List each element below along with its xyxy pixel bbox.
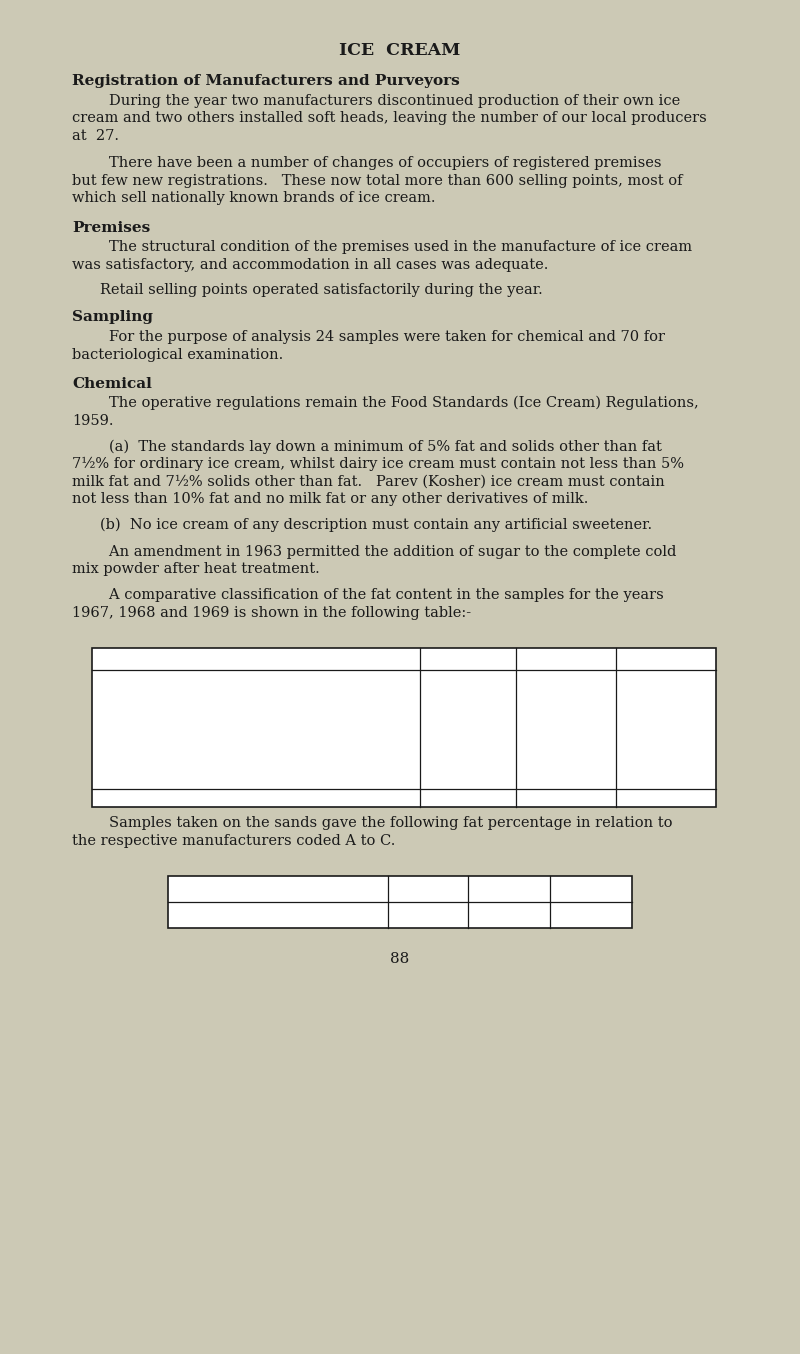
Text: 2: 2 <box>662 741 670 753</box>
Text: Classification of Fat Content %: Classification of Fat Content % <box>152 653 360 666</box>
Text: 2: 2 <box>662 689 670 703</box>
Text: The structural condition of the premises used in the manufacture of ice cream: The structural condition of the premises… <box>72 240 692 255</box>
Text: bacteriological examination.: bacteriological examination. <box>72 348 283 362</box>
Text: 5: 5 <box>662 757 670 770</box>
Text: Per cent fat  ..     ..: Per cent fat .. .. <box>176 909 301 922</box>
Text: 24: 24 <box>558 792 574 804</box>
Text: For the purpose of analysis 24 samples were taken for chemical and 70 for: For the purpose of analysis 24 samples w… <box>72 330 665 344</box>
Text: Samples taken on the sands gave the following fat percentage in relation to: Samples taken on the sands gave the foll… <box>72 816 673 830</box>
Text: 3: 3 <box>662 723 670 737</box>
Text: 3: 3 <box>464 723 472 737</box>
Text: A: A <box>423 883 433 896</box>
Text: ..: .. <box>385 672 394 685</box>
Text: Over 10: Over 10 <box>100 774 154 787</box>
Text: milk fat and 7½% solids other than fat.   Parev (Kosher) ice cream must contain: milk fat and 7½% solids other than fat. … <box>72 474 665 489</box>
Text: Below  7..: Below 7.. <box>197 707 263 719</box>
Text: —: — <box>462 672 474 685</box>
Text: 5: 5 <box>464 757 472 770</box>
Text: A comparative classification of the fat content in the samples for the years: A comparative classification of the fat … <box>72 588 664 603</box>
Text: Chemical: Chemical <box>72 376 152 391</box>
Text: 6: 6 <box>662 707 670 719</box>
Text: not less than 10% fat and no milk fat or any other derivatives of milk.: not less than 10% fat and no milk fat or… <box>72 492 588 506</box>
Text: the respective manufacturers coded A to C.: the respective manufacturers coded A to … <box>72 834 395 848</box>
Text: B: B <box>504 883 514 896</box>
Text: mix powder after heat treatment.: mix powder after heat treatment. <box>72 562 320 577</box>
Text: 9·7: 9·7 <box>580 909 602 922</box>
Text: Over 6: Over 6 <box>100 707 146 719</box>
Text: 7½% for ordinary ice cream, whilst dairy ice cream must contain not less than 5%: 7½% for ordinary ice cream, whilst dairy… <box>72 456 684 471</box>
Text: ICE  CREAM: ICE CREAM <box>339 42 461 60</box>
Text: ..: .. <box>385 741 394 753</box>
Text: 9·3: 9·3 <box>498 909 520 922</box>
Text: 6: 6 <box>562 757 570 770</box>
Text: ..: .. <box>385 707 394 719</box>
Text: Registration of Manufacturers and Purveyors: Registration of Manufacturers and Purvey… <box>72 74 460 88</box>
Text: Over 7: Over 7 <box>100 723 146 737</box>
Text: cream and two others installed soft heads, leaving the number of our local produ: cream and two others installed soft head… <box>72 111 706 125</box>
Text: 3: 3 <box>464 689 472 703</box>
Text: ..: .. <box>385 723 394 737</box>
Text: 6: 6 <box>662 774 670 787</box>
Text: ..: .. <box>385 689 394 703</box>
Text: Over 9: Over 9 <box>100 757 146 770</box>
Bar <box>92 649 716 807</box>
Text: 3: 3 <box>562 741 570 753</box>
Text: ..: .. <box>385 757 394 770</box>
Text: (b)  No ice cream of any description must contain any artificial sweetener.: (b) No ice cream of any description must… <box>100 517 652 532</box>
Text: The operative regulations remain the Food Standards (Ice Cream) Regulations,: The operative regulations remain the Foo… <box>72 397 698 410</box>
Text: 3: 3 <box>464 774 472 787</box>
Text: C: C <box>586 883 596 896</box>
Text: 11: 11 <box>558 774 574 787</box>
Text: 24: 24 <box>460 792 476 804</box>
Text: —: — <box>659 672 673 685</box>
Text: 1967: 1967 <box>451 653 485 666</box>
Text: 1959.: 1959. <box>72 414 114 428</box>
Text: During the year two manufacturers discontinued production of their own ice: During the year two manufacturers discon… <box>72 93 680 107</box>
Text: Retail selling points operated satisfactorily during the year.: Retail selling points operated satisfact… <box>100 283 542 297</box>
Text: Below 10..: Below 10.. <box>197 757 267 770</box>
Text: An amendment in 1963 permitted the addition of sugar to the complete cold: An amendment in 1963 permitted the addit… <box>72 546 676 559</box>
Text: —: — <box>559 672 573 685</box>
Text: Below  9..: Below 9.. <box>197 741 263 753</box>
Text: 1967, 1968 and 1969 is shown in the following table:-: 1967, 1968 and 1969 is shown in the foll… <box>72 605 471 620</box>
Text: Below  8..: Below 8.. <box>197 723 263 737</box>
Text: 24: 24 <box>658 792 674 804</box>
Text: There have been a number of changes of occupiers of registered premises: There have been a number of changes of o… <box>72 156 662 171</box>
Text: 1: 1 <box>562 707 570 719</box>
Text: which sell nationally known brands of ice cream.: which sell nationally known brands of ic… <box>72 191 435 204</box>
Text: Over 8: Over 8 <box>100 741 145 753</box>
Text: but few new registrations.   These now total more than 600 selling points, most : but few new registrations. These now tot… <box>72 173 682 187</box>
Text: 8·3: 8·3 <box>418 909 438 922</box>
Text: Over 5: Over 5 <box>100 689 145 703</box>
Text: Sampling: Sampling <box>72 310 153 325</box>
Text: 2: 2 <box>562 689 570 703</box>
Text: was satisfactory, and accommodation in all cases was adequate.: was satisfactory, and accommodation in a… <box>72 257 548 272</box>
Text: (a)  The standards lay down a minimum of 5% fat and solids other than fat: (a) The standards lay down a minimum of … <box>72 439 662 454</box>
Text: Premises: Premises <box>72 221 150 234</box>
Text: at  27.: at 27. <box>72 129 119 142</box>
Text: 6: 6 <box>464 707 472 719</box>
Text: Manufacturer: Manufacturer <box>231 883 325 896</box>
Text: Below  6..: Below 6.. <box>197 689 263 703</box>
Text: 1968: 1968 <box>549 653 583 666</box>
Text: Below  5..: Below 5.. <box>197 672 263 685</box>
Text: 1969: 1969 <box>649 653 683 666</box>
Bar <box>168 876 632 927</box>
Text: 1: 1 <box>562 723 570 737</box>
Text: 4: 4 <box>464 741 472 753</box>
Text: 88: 88 <box>390 952 410 965</box>
